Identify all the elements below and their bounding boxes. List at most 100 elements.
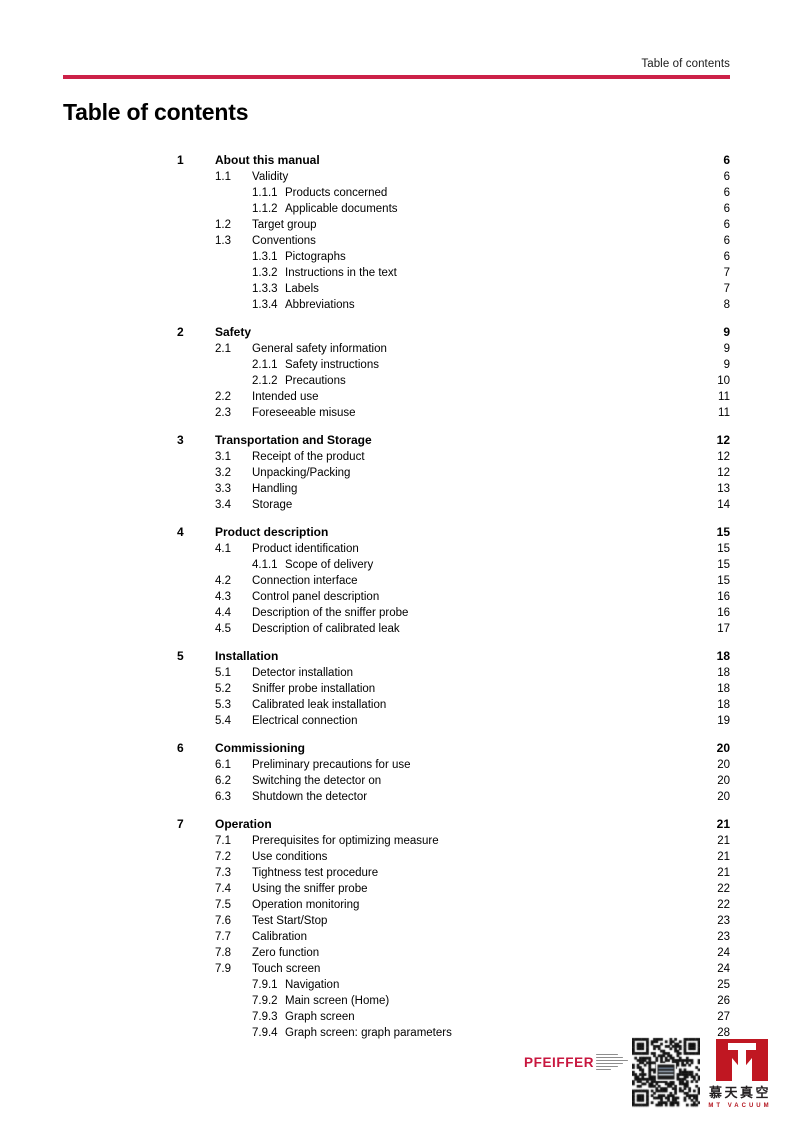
toc-entry[interactable]: 5.3 Calibrated leak installation 18 (0, 697, 793, 713)
toc-entry-number: 1 (177, 153, 184, 167)
toc-entry[interactable]: 3.4 Storage 14 (0, 497, 793, 513)
toc-entry-number: 7.2 (215, 851, 231, 863)
toc-entry[interactable]: 7.2 Use conditions 21 (0, 849, 793, 865)
toc-entry[interactable]: 1.3.2 Instructions in the text 7 (0, 265, 793, 281)
toc-entry[interactable]: 3.1 Receipt of the product 12 (0, 449, 793, 465)
toc-entry-page-number: 17 (717, 623, 730, 635)
toc-entry-title: Tightness test procedure (252, 867, 379, 879)
toc-entry[interactable]: 4.1 Product identification 15 (0, 541, 793, 557)
toc-entry[interactable]: 2.1.1 Safety instructions 9 (0, 357, 793, 373)
running-header-text: Table of contents (641, 58, 730, 70)
toc-entry-number: 3 (177, 433, 184, 447)
toc-entry[interactable]: 4.2 Connection interface 15 (0, 573, 793, 589)
toc-entry[interactable]: 1.3.4 Abbreviations 8 (0, 297, 793, 313)
toc-entry-page-number: 18 (717, 683, 730, 695)
toc-entry-title: Handling (252, 483, 298, 495)
toc-entry[interactable]: 7.9.3 Graph screen 27 (0, 1009, 793, 1025)
toc-entry[interactable]: 5.2 Sniffer probe installation 18 (0, 681, 793, 697)
toc-entry-title: Commissioning (215, 741, 306, 755)
toc-entry-page-number: 11 (718, 407, 730, 419)
mt-vacuum-logo: 慕天真空 MT VACUUM (700, 1038, 780, 1116)
toc-entry[interactable]: 7.9 Touch screen 24 (0, 961, 793, 977)
toc-entry[interactable]: 7.3 Tightness test procedure 21 (0, 865, 793, 881)
toc-entry-page-number: 6 (723, 219, 730, 231)
toc-entry[interactable]: 1.3 Conventions 6 (0, 233, 793, 249)
toc-entry-title: Products concerned (285, 187, 388, 199)
toc-entry-title: Preliminary precautions for use (252, 759, 411, 771)
toc-entry[interactable]: 7.9.1 Navigation 25 (0, 977, 793, 993)
toc-entry-number: 7.9.2 (252, 995, 278, 1007)
toc-entry-title: Main screen (Home) (285, 995, 390, 1007)
toc-entry-number: 2.3 (215, 407, 231, 419)
toc-entry[interactable]: 5.4 Electrical connection 19 (0, 713, 793, 729)
toc-entry[interactable]: 6.2 Switching the detector on 20 (0, 773, 793, 789)
toc-entry[interactable]: 3 Transportation and Storage 12 (0, 432, 793, 449)
toc-entry-title: Prerequisites for optimizing measure (252, 835, 439, 847)
toc-entry[interactable]: 2 Safety 9 (0, 324, 793, 341)
toc-entry-page-number: 15 (717, 543, 730, 555)
toc-entry-page-number: 8 (723, 299, 730, 311)
toc-entry[interactable]: 1.1.1 Products concerned 6 (0, 185, 793, 201)
toc-entry[interactable]: 5 Installation 18 (0, 648, 793, 665)
toc-entry[interactable]: 2.3 Foreseeable misuse 11 (0, 405, 793, 421)
toc-entry[interactable]: 1.3.3 Labels 7 (0, 281, 793, 297)
toc-entry[interactable]: 4.1.1 Scope of delivery 15 (0, 557, 793, 573)
toc-entry[interactable]: 7.8 Zero function 24 (0, 945, 793, 961)
toc-section-group: 3 Transportation and Storage 12 3.1 Receipt … (0, 432, 793, 513)
toc-entry-title: Validity (252, 171, 289, 183)
toc-entry[interactable]: 1 About this manual 6 (0, 152, 793, 169)
toc-entry[interactable]: 7.1 Prerequisites for optimizing measure 2… (0, 833, 793, 849)
toc-entry[interactable]: 6.1 Preliminary precautions for use 20 (0, 757, 793, 773)
toc-entry-page-number: 15 (717, 575, 730, 587)
toc-entry-title: Scope of delivery (285, 559, 374, 571)
toc-entry-title: Operation (215, 817, 272, 831)
toc-entry-title: Abbreviations (285, 299, 355, 311)
toc-entry[interactable]: 6 Commissioning 20 (0, 740, 793, 757)
toc-entry-number: 7.3 (215, 867, 231, 879)
toc-entry[interactable]: 2.1 General safety information 9 (0, 341, 793, 357)
toc-entry-number: 2.1.2 (252, 375, 278, 387)
toc-entry[interactable]: 1.1.2 Applicable documents 6 (0, 201, 793, 217)
toc-entry[interactable]: 7.6 Test Start/Stop 23 (0, 913, 793, 929)
toc-entry[interactable]: 1.3.1 Pictographs 6 (0, 249, 793, 265)
toc-entry[interactable]: 7.5 Operation monitoring 22 (0, 897, 793, 913)
toc-entry[interactable]: 1.2 Target group 6 (0, 217, 793, 233)
toc-entry-number: 7.9.3 (252, 1011, 278, 1023)
toc-entry[interactable]: 4.4 Description of the sniffer probe 16 (0, 605, 793, 621)
toc-entry-page-number: 6 (723, 171, 730, 183)
toc-entry[interactable]: 4 Product description 15 (0, 524, 793, 541)
toc-entry[interactable]: 2.1.2 Precautions 10 (0, 373, 793, 389)
toc-entry[interactable]: 5.1 Detector installation 18 (0, 665, 793, 681)
toc-entry[interactable]: 7.9.4 Graph screen: graph parameters 28 (0, 1025, 793, 1041)
toc-entry[interactable]: 7.7 Calibration 23 (0, 929, 793, 945)
toc-entry-number: 7.6 (215, 915, 231, 927)
toc-entry[interactable]: 4.5 Description of calibrated leak 17 (0, 621, 793, 637)
toc-entry-page-number: 20 (717, 791, 730, 803)
toc-entry-title: Detector installation (252, 667, 353, 679)
toc-entry-page-number: 10 (717, 375, 730, 387)
toc-entry-number: 1.2 (215, 219, 231, 231)
toc-entry[interactable]: 3.3 Handling 13 (0, 481, 793, 497)
toc-entry[interactable]: 7.4 Using the sniffer probe 22 (0, 881, 793, 897)
toc-section-group: 5 Installation 18 5.1 Detector installation 1… (0, 648, 793, 729)
toc-section-group: 4 Product description 15 4.1 Product identif… (0, 524, 793, 637)
toc-entry-title: Use conditions (252, 851, 328, 863)
toc-entry[interactable]: 4.3 Control panel description 16 (0, 589, 793, 605)
toc-entry-title: Using the sniffer probe (252, 883, 368, 895)
toc-entry[interactable]: 6.3 Shutdown the detector 20 (0, 789, 793, 805)
toc-entry-page-number: 6 (723, 203, 730, 215)
toc-entry-number: 7.5 (215, 899, 231, 911)
toc-entry-number: 6.3 (215, 791, 231, 803)
toc-entry[interactable]: 1.1 Validity 6 (0, 169, 793, 185)
page-footer: PFEIFFER VAC 慕天真空 MT VACUUM (0, 1034, 793, 1122)
toc-entry[interactable]: 2.2 Intended use 11 (0, 389, 793, 405)
toc-entry-title: Calibration (252, 931, 307, 943)
toc-entry-page-number: 6 (723, 251, 730, 263)
toc-section-group: 1 About this manual 6 1.1 Validity 6 1.1.1 Prod… (0, 152, 793, 313)
toc-entry[interactable]: 7.9.2 Main screen (Home) 26 (0, 993, 793, 1009)
toc-entry-page-number: 21 (717, 867, 730, 879)
toc-entry-title: Unpacking/Packing (252, 467, 351, 479)
toc-entry-page-number: 22 (717, 899, 730, 911)
toc-entry[interactable]: 3.2 Unpacking/Packing 12 (0, 465, 793, 481)
toc-entry[interactable]: 7 Operation 21 (0, 816, 793, 833)
